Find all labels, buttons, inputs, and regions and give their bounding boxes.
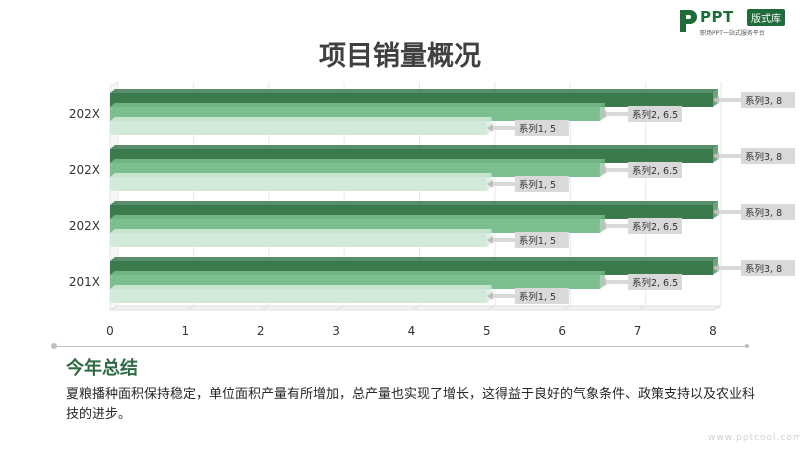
data-label-box <box>627 274 682 290</box>
summary-text: 夏粮播种面积保持稳定，单位面积产量有所增加，总产量也实现了增长，这得益于良好的气… <box>66 387 756 422</box>
data-label-box <box>741 204 795 220</box>
data-label: 系列1, 5 <box>519 291 556 303</box>
gridline-floor <box>335 305 345 311</box>
data-label-box <box>514 120 569 136</box>
summary-heading: 今年总结 <box>66 358 138 379</box>
data-label-box <box>627 106 682 122</box>
data-label-arrow <box>486 236 493 244</box>
gridline-floor <box>411 305 420 311</box>
data-label-arrow <box>713 208 719 216</box>
data-label-box <box>741 92 795 108</box>
bar-top-face <box>110 271 605 275</box>
x-tick-label: 6 <box>558 324 566 338</box>
x-tick-label: 8 <box>709 324 717 338</box>
gridline-floor <box>637 305 646 311</box>
ppt-logo-icon <box>680 10 697 32</box>
bar-top-face <box>110 89 718 93</box>
data-label-arrow <box>713 264 719 272</box>
bar-top-face <box>110 173 492 177</box>
gridline-floor <box>109 305 119 311</box>
data-label-arrow <box>713 96 719 104</box>
data-label: 系列3, 8 <box>745 263 782 275</box>
x-tick-label: 7 <box>634 324 642 338</box>
data-label-arrow <box>599 110 606 118</box>
bar-top-face <box>110 145 718 149</box>
data-label: 系列2, 6.5 <box>632 221 678 233</box>
bar-top-face <box>110 257 718 261</box>
brand-name: PPT <box>700 8 734 26</box>
data-label-box <box>741 260 795 276</box>
bar-top-face <box>110 159 605 163</box>
bar-top-face <box>110 201 718 205</box>
data-label-arrow <box>486 292 493 300</box>
x-tick-label: 5 <box>483 324 491 338</box>
data-label-arrow <box>599 222 606 230</box>
data-label: 系列2, 6.5 <box>632 165 678 177</box>
x-tick-label: 1 <box>182 324 190 338</box>
bar-top-face <box>110 229 492 233</box>
data-label-arrow <box>713 152 719 160</box>
x-tick-label: 4 <box>408 324 416 338</box>
category-label: 202X <box>69 163 100 177</box>
x-tick-label: 2 <box>257 324 265 338</box>
data-label: 系列2, 6.5 <box>632 277 678 289</box>
divider-line <box>54 346 748 347</box>
page-title: 项目销量概况 <box>319 41 481 72</box>
bar <box>110 289 487 303</box>
data-label: 系列2, 6.5 <box>632 109 678 121</box>
data-label: 系列1, 5 <box>519 179 556 191</box>
gridline-floor <box>562 305 571 311</box>
data-label-box <box>514 288 569 304</box>
gridline-floor <box>185 305 194 311</box>
bar <box>110 233 487 247</box>
data-label: 系列3, 8 <box>745 95 782 107</box>
brand-logo: PPT 版式库 职场PPT一站式服务平台 <box>678 8 794 42</box>
bar-top-face <box>110 285 492 289</box>
x-tick-label: 3 <box>332 324 340 338</box>
brand-tagline: 职场PPT一站式服务平台 <box>700 30 765 37</box>
watermark: www.pptcool.com <box>708 433 800 443</box>
data-label-arrow <box>486 180 493 188</box>
bar-top-face <box>110 103 605 107</box>
category-label: 202X <box>69 219 100 233</box>
data-label: 系列3, 8 <box>745 151 782 163</box>
bar <box>110 177 487 191</box>
category-label: 202X <box>69 107 100 121</box>
gridline-floor <box>712 305 722 311</box>
gridline-floor <box>486 305 496 311</box>
category-label: 201X <box>69 275 100 289</box>
bar-top-face <box>110 215 605 219</box>
gridline-floor <box>260 305 269 311</box>
bar-top-face <box>110 117 492 121</box>
data-label-box <box>514 232 569 248</box>
bar-chart: 0 1 2 3 4 5 6 7 8 202X 系列3, 8 系列2, 6.5 系列1, 5 202X 系列3… <box>69 81 795 338</box>
divider-dot <box>745 344 749 348</box>
data-label: 系列1, 5 <box>519 123 556 135</box>
data-label-arrow <box>486 124 493 132</box>
data-label-arrow <box>599 278 606 286</box>
data-label-box <box>627 218 682 234</box>
data-label-box <box>627 162 682 178</box>
brand-badge: 版式库 <box>747 9 785 26</box>
data-label: 系列1, 5 <box>519 235 556 247</box>
data-label: 系列3, 8 <box>745 207 782 219</box>
x-tick-label: 0 <box>106 324 114 338</box>
data-label-arrow <box>599 166 606 174</box>
data-label-box <box>514 176 569 192</box>
bar <box>110 121 487 135</box>
data-label-box <box>741 148 795 164</box>
